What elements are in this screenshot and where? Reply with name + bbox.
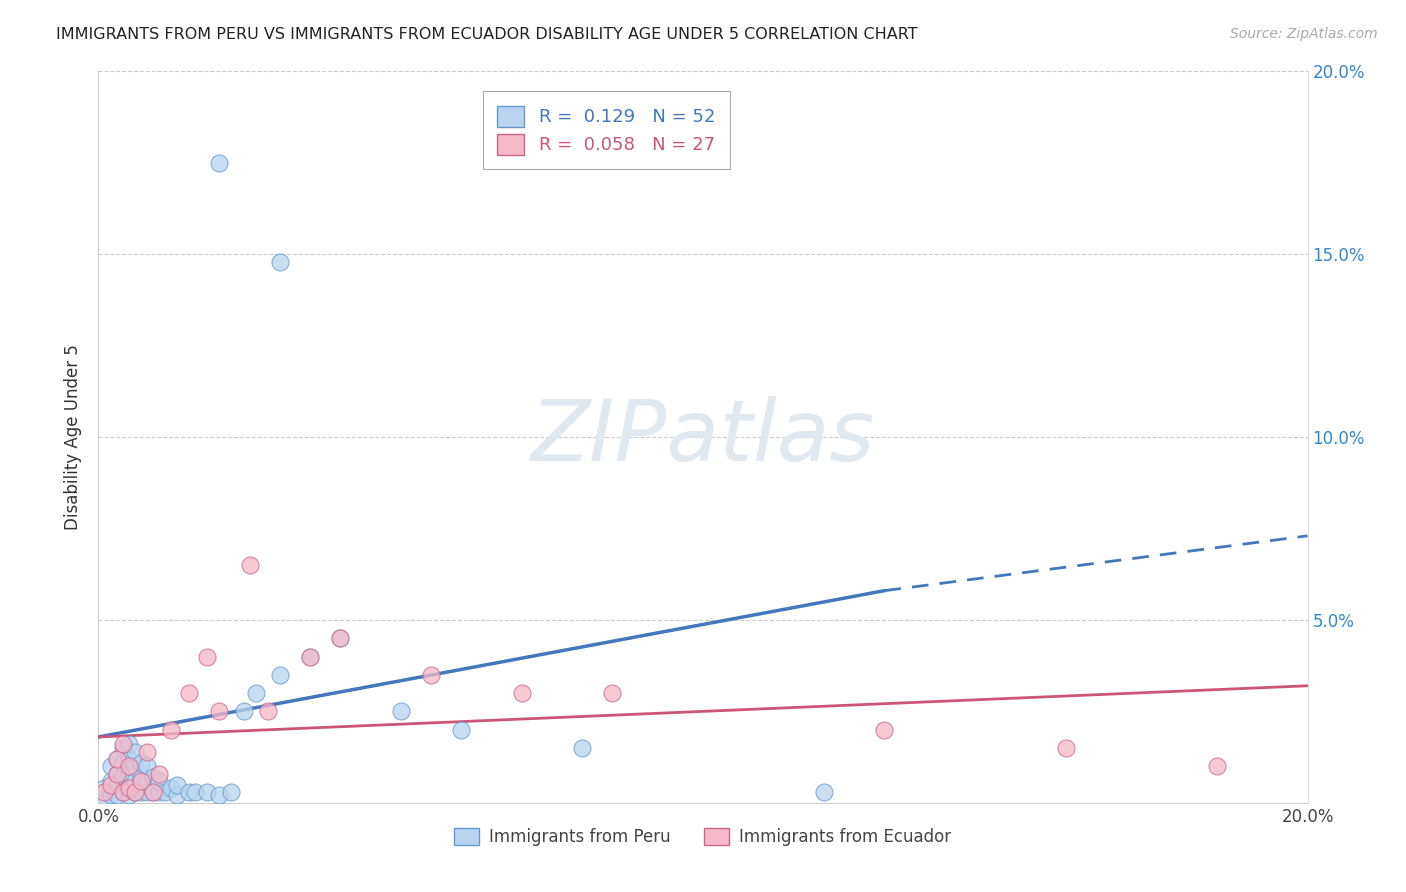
Point bbox=[299, 649, 322, 664]
Point bbox=[105, 789, 128, 803]
Point bbox=[105, 752, 128, 766]
Point bbox=[195, 649, 218, 664]
Point bbox=[148, 773, 170, 788]
Point bbox=[118, 752, 141, 766]
Point bbox=[148, 785, 170, 799]
Point bbox=[111, 740, 134, 755]
Point bbox=[124, 773, 146, 788]
Point bbox=[111, 737, 134, 751]
Point bbox=[142, 770, 165, 784]
Text: IMMIGRANTS FROM PERU VS IMMIGRANTS FROM ECUADOR DISABILITY AGE UNDER 5 CORRELATI: IMMIGRANTS FROM PERU VS IMMIGRANTS FROM … bbox=[56, 27, 918, 42]
Point bbox=[118, 781, 141, 796]
Point bbox=[135, 785, 157, 799]
Point bbox=[208, 789, 231, 803]
Point bbox=[160, 723, 183, 737]
Point bbox=[142, 785, 165, 799]
Point bbox=[118, 789, 141, 803]
Point bbox=[160, 781, 183, 796]
Point bbox=[208, 156, 231, 170]
Point bbox=[118, 766, 141, 780]
Point bbox=[389, 705, 412, 719]
Point bbox=[118, 781, 141, 796]
Point bbox=[105, 778, 128, 792]
Point bbox=[105, 766, 128, 780]
Point bbox=[179, 785, 201, 799]
Point bbox=[124, 785, 146, 799]
Point bbox=[129, 785, 152, 799]
Point bbox=[602, 686, 624, 700]
Text: ZIPatlas: ZIPatlas bbox=[531, 395, 875, 479]
Point bbox=[256, 705, 278, 719]
Point bbox=[100, 773, 122, 788]
Point bbox=[129, 756, 152, 770]
Point bbox=[510, 686, 533, 700]
Point bbox=[208, 705, 231, 719]
Point bbox=[118, 737, 141, 751]
Point bbox=[135, 773, 157, 788]
Point bbox=[111, 785, 134, 799]
Point bbox=[105, 766, 128, 780]
Legend: Immigrants from Peru, Immigrants from Ecuador: Immigrants from Peru, Immigrants from Ec… bbox=[447, 822, 959, 853]
Point bbox=[93, 785, 115, 799]
Point bbox=[93, 792, 115, 806]
Point bbox=[166, 789, 188, 803]
Point bbox=[329, 632, 352, 646]
Point bbox=[166, 778, 188, 792]
Point bbox=[571, 740, 593, 755]
Point bbox=[450, 723, 472, 737]
Point bbox=[420, 667, 443, 681]
Point bbox=[813, 785, 835, 799]
Point bbox=[135, 759, 157, 773]
Point bbox=[129, 773, 152, 788]
Point bbox=[245, 686, 267, 700]
Point bbox=[873, 723, 896, 737]
Point bbox=[142, 785, 165, 799]
Point bbox=[100, 778, 122, 792]
Point bbox=[269, 254, 291, 268]
Point bbox=[269, 667, 291, 681]
Point bbox=[1054, 740, 1077, 755]
Point bbox=[100, 759, 122, 773]
Point bbox=[299, 649, 322, 664]
Point bbox=[184, 785, 207, 799]
Point bbox=[179, 686, 201, 700]
Point bbox=[100, 789, 122, 803]
Point bbox=[118, 759, 141, 773]
Point bbox=[111, 770, 134, 784]
Point bbox=[111, 756, 134, 770]
Text: Source: ZipAtlas.com: Source: ZipAtlas.com bbox=[1230, 27, 1378, 41]
Point bbox=[135, 745, 157, 759]
Point bbox=[129, 770, 152, 784]
Point bbox=[105, 752, 128, 766]
Point bbox=[148, 766, 170, 780]
Point bbox=[111, 785, 134, 799]
Y-axis label: Disability Age Under 5: Disability Age Under 5 bbox=[65, 344, 83, 530]
Point bbox=[195, 785, 218, 799]
Point bbox=[153, 785, 176, 799]
Point bbox=[93, 781, 115, 796]
Point bbox=[1206, 759, 1229, 773]
Point bbox=[221, 785, 243, 799]
Point bbox=[124, 759, 146, 773]
Point bbox=[239, 558, 262, 573]
Point bbox=[124, 745, 146, 759]
Point bbox=[124, 785, 146, 799]
Point bbox=[329, 632, 352, 646]
Point bbox=[232, 705, 254, 719]
